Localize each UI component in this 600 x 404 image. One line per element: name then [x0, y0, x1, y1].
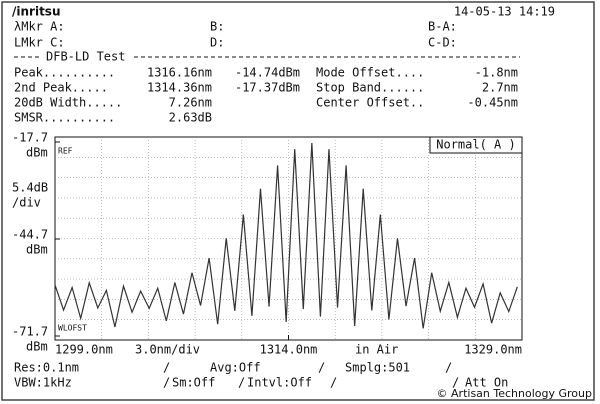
marker: B-A:: [428, 20, 457, 34]
ref-label: REF: [58, 147, 73, 156]
offset-label: WLOFST: [58, 324, 87, 333]
result-param: Stop Band......: [316, 81, 424, 95]
datetime: 14-05-13 14:19: [454, 5, 555, 19]
setting: Sm:Off: [172, 376, 215, 390]
result-param-value: 2.7nm: [482, 81, 518, 95]
setting: Intvl:Off: [247, 376, 312, 390]
result-label: 2nd Peak.....: [14, 81, 108, 95]
slash: /: [318, 361, 325, 375]
setting: Att On: [465, 376, 508, 390]
result-param-value: -1.8nm: [475, 66, 518, 80]
slash: /: [445, 361, 452, 375]
result-level: -14.74dBm: [235, 66, 300, 80]
mode-label: Normal( A ): [436, 138, 515, 152]
result-value: 2.63dB: [169, 111, 212, 125]
y-tick-label: -44.7: [12, 228, 48, 242]
y-unit: dBm: [26, 340, 48, 354]
marker: D:: [210, 36, 224, 50]
marker: C-D:: [428, 36, 457, 50]
slash: /: [452, 376, 459, 390]
result-value: 1314.36nm: [147, 81, 212, 95]
x-tick-label: 1314.0nm: [260, 343, 318, 357]
watermark: © Artisan Technology Group: [437, 387, 592, 400]
setting: Smplg:501: [345, 361, 410, 375]
result-param: Center Offset..: [316, 96, 424, 110]
slash: /: [330, 376, 337, 390]
setting: VBW:1kHz: [14, 376, 72, 390]
test-title: DFB-LD Test: [46, 50, 125, 64]
medium: in Air: [355, 343, 398, 357]
slash: /: [163, 361, 170, 375]
y-tick-label: -17.7: [12, 131, 48, 145]
result-param-value: -0.45nm: [467, 96, 518, 110]
result-param: Mode Offset....: [316, 66, 424, 80]
x-tick-label: 1329.0nm: [464, 343, 522, 357]
y-scale: 5.4dB: [12, 181, 48, 195]
y-scale: /div: [12, 196, 41, 210]
result-value: 1316.16nm: [147, 66, 212, 80]
marker: λMkr A:: [14, 20, 65, 34]
slash: /: [163, 376, 170, 390]
result-value: 7.26nm: [169, 96, 212, 110]
spectrum-trace: [54, 143, 518, 329]
result-label: Peak..........: [14, 66, 115, 80]
result-label: 20dB Width.....: [14, 96, 122, 110]
x-tick-label: 1299.0nm: [55, 343, 113, 357]
result-label: SMSR..........: [14, 111, 115, 125]
marker: LMkr C:: [14, 36, 65, 50]
y-tick-label: -71.7: [12, 325, 48, 339]
logo: /inritsu: [12, 5, 61, 19]
slash: /: [238, 376, 245, 390]
result-level: -17.37dBm: [235, 81, 300, 95]
y-unit: dBm: [26, 146, 48, 160]
setting: Res:0.1nm: [14, 361, 79, 375]
setting: Avg:Off: [210, 361, 261, 375]
mode-box: [429, 136, 523, 154]
x-scale: 3.0nm/div: [135, 343, 200, 357]
marker: B:: [210, 20, 224, 34]
y-unit: dBm: [26, 243, 48, 257]
